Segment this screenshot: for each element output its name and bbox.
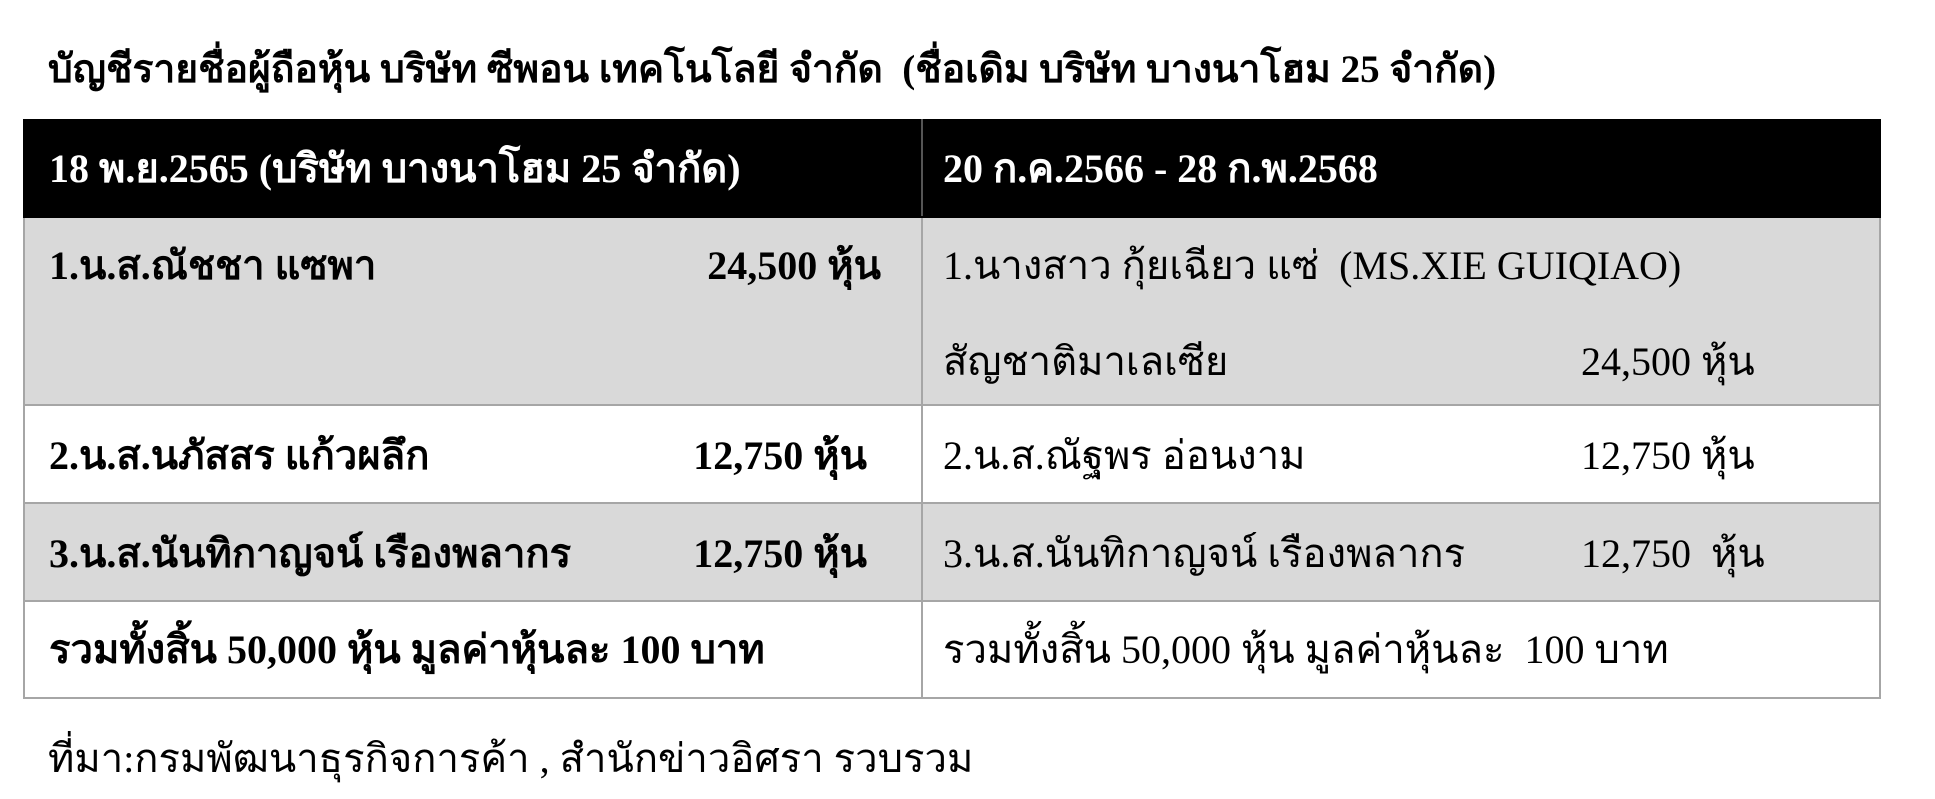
header-cell: 20 ก.ค.2566 - 28 ก.พ.2568 (921, 119, 1879, 216)
shares: 12,750 หุ้น (693, 433, 867, 478)
shares: 24,500 หุ้น (1581, 339, 1755, 384)
shares: 12,750 หุ้น (1581, 433, 1755, 478)
header-text: 20 ก.ค.2566 - 28 ก.พ.2568 (943, 146, 1378, 191)
total-text: รวมทั้งสิ้น 50,000 หุ้น มูลค่าหุ้นละ 100… (49, 627, 765, 672)
cell: 2.น.ส.นภัสสร แก้วผลึก 12,750 หุ้น (25, 406, 923, 502)
holder-name: 2.น.ส.นภัสสร แก้วผลึก (49, 433, 430, 478)
shares: 24,500 หุ้น (707, 243, 881, 288)
holder-name: 1.นางสาว กุ้ยเฉียว แซ่ (MS.XIE GUIQIAO) (943, 243, 1682, 288)
header-text: 18 พ.ย.2565 (บริษัท บางนาโฮม 25 จำกัด) (49, 146, 741, 191)
source-note: ที่มา:กรมพัฒนาธุรกิจการค้า , สำนักข่าวอิ… (48, 736, 974, 781)
header-row: 18 พ.ย.2565 (บริษัท บางนาโฮม 25 จำกัด) 2… (23, 119, 1881, 218)
row: 2.น.ส.นภัสสร แก้วผลึก 12,750 หุ้น 2.น.ส.… (23, 406, 1881, 504)
shares: 12,750 หุ้น (693, 531, 867, 576)
holder-name: 3.น.ส.นันทิกาญจน์ เรืองพลากร (943, 531, 1466, 576)
cell: รวมทั้งสิ้น 50,000 หุ้น มูลค่าหุ้นละ 100… (921, 602, 1879, 697)
holder-name: 1.น.ส.ณัชชา แซพา (49, 243, 377, 288)
cell: 1.น.ส.ณัชชา แซพา 24,500 หุ้น (25, 218, 923, 404)
row: 3.น.ส.นันทิกาญจน์ เรืองพลากร 12,750 หุ้น… (23, 504, 1881, 602)
total-text: รวมทั้งสิ้น 50,000 หุ้น มูลค่าหุ้นละ 100… (943, 627, 1669, 672)
cell: 2.น.ส.ณัฐพร อ่อนงาม 12,750 หุ้น (921, 406, 1879, 502)
total-row: รวมทั้งสิ้น 50,000 หุ้น มูลค่าหุ้นละ 100… (23, 602, 1881, 699)
holder-name: 2.น.ส.ณัฐพร อ่อนงาม (943, 433, 1306, 478)
shareholder-table: 18 พ.ย.2565 (บริษัท บางนาโฮม 25 จำกัด) 2… (23, 119, 1881, 699)
header-cell: 18 พ.ย.2565 (บริษัท บางนาโฮม 25 จำกัด) (25, 119, 923, 216)
cell: รวมทั้งสิ้น 50,000 หุ้น มูลค่าหุ้นละ 100… (25, 602, 923, 697)
holder-detail: สัญชาติมาเลเซีย (943, 339, 1229, 384)
cell: 3.น.ส.นันทิกาญจน์ เรืองพลากร 12,750 หุ้น (25, 504, 923, 600)
holder-name: 3.น.ส.นันทิกาญจน์ เรืองพลากร (49, 531, 572, 576)
shares: 12,750 หุ้น (1581, 531, 1765, 576)
cell: 3.น.ส.นันทิกาญจน์ เรืองพลากร 12,750 หุ้น (921, 504, 1879, 600)
row: 1.น.ส.ณัชชา แซพา 24,500 หุ้น 1.นางสาว กุ… (23, 218, 1881, 406)
title: บัญชีรายชื่อผู้ถือหุ้น บริษัท ซีพอน เทคโ… (48, 48, 1497, 91)
cell: 1.นางสาว กุ้ยเฉียว แซ่ (MS.XIE GUIQIAO) … (921, 218, 1879, 404)
